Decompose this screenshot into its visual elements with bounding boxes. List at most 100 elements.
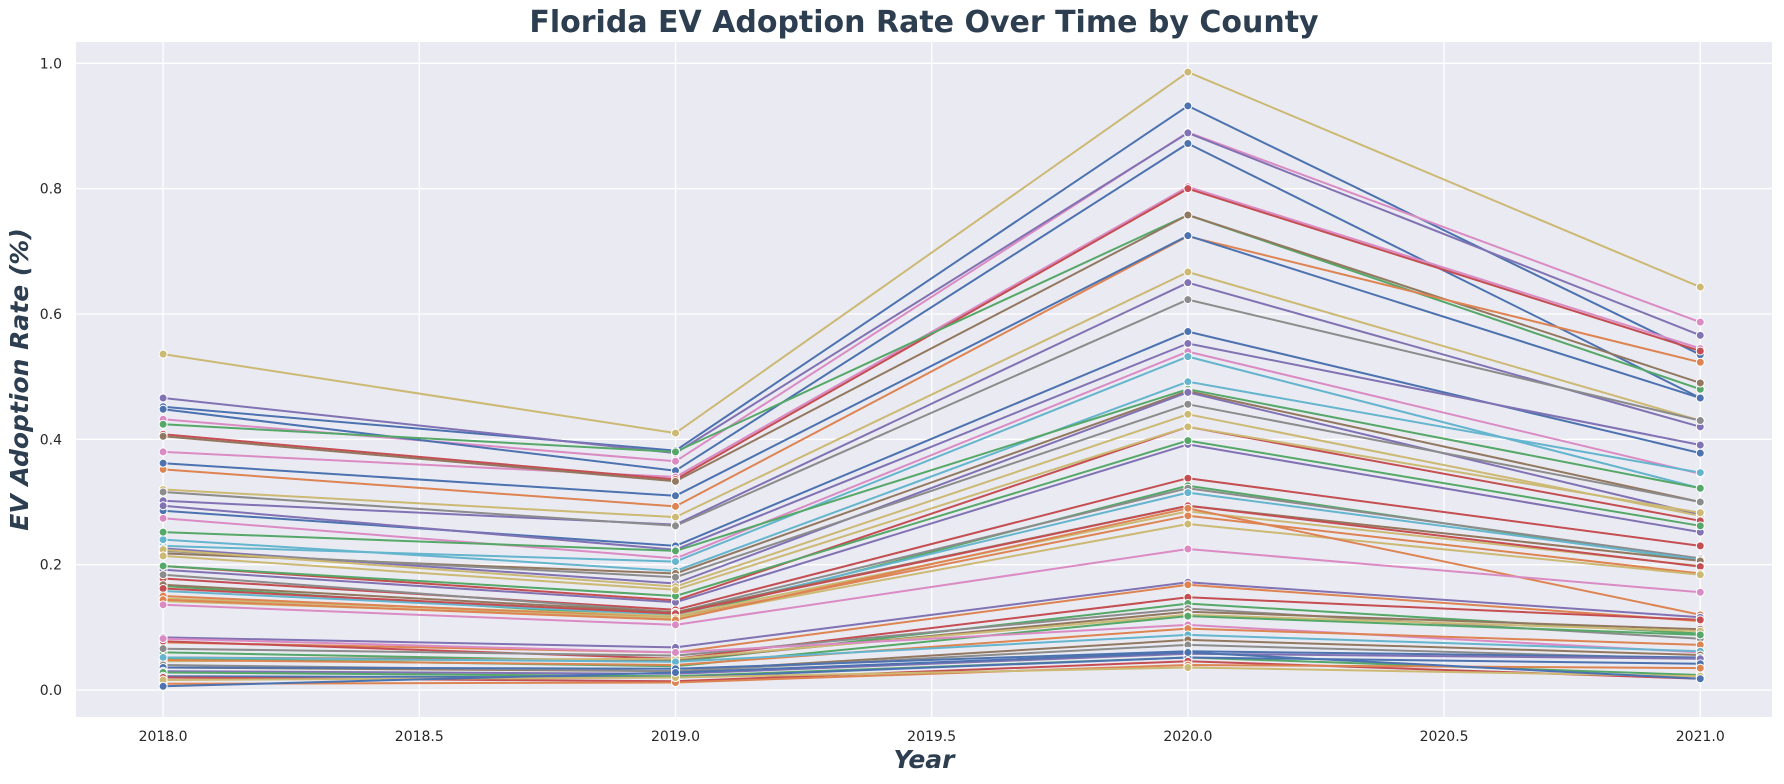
x-tick-label: 2020.0 <box>1163 729 1212 745</box>
data-point <box>670 668 680 678</box>
series-line <box>163 298 1701 527</box>
series-line <box>163 380 1701 572</box>
data-point <box>1183 327 1193 337</box>
data-point <box>158 501 168 511</box>
data-point <box>670 428 680 438</box>
data-point <box>1183 352 1193 362</box>
series-line <box>163 504 1701 615</box>
series-line <box>163 104 1701 452</box>
data-point <box>1183 101 1193 111</box>
series-line <box>163 596 1701 660</box>
data-point <box>670 647 680 657</box>
data-point <box>158 419 168 429</box>
data-point <box>1183 611 1193 621</box>
series-line <box>163 656 1701 679</box>
data-point <box>1183 503 1193 513</box>
data-point <box>1183 139 1193 149</box>
x-tick-label: 2018.5 <box>395 729 444 745</box>
data-point <box>1695 378 1705 388</box>
data-point <box>1695 357 1705 367</box>
series-line <box>163 425 1701 602</box>
x-tick-label: 2021.0 <box>1676 729 1725 745</box>
data-point <box>670 501 680 511</box>
data-point <box>1183 436 1193 446</box>
data-point <box>158 600 168 610</box>
data-point <box>1695 521 1705 531</box>
series-line <box>163 548 1701 626</box>
series-line <box>163 350 1701 560</box>
data-point <box>1695 317 1705 327</box>
series-line <box>163 638 1701 673</box>
data-point <box>670 546 680 556</box>
series-lines <box>162 71 1701 688</box>
series-line <box>163 652 1701 675</box>
data-point <box>1695 508 1705 518</box>
data-point <box>670 521 680 531</box>
series-line <box>163 425 1701 591</box>
data-point <box>1183 387 1193 397</box>
data-point <box>158 458 168 468</box>
y-tick-label: 0.8 <box>40 182 62 198</box>
series-line <box>163 403 1701 579</box>
series-line <box>163 487 1701 614</box>
x-tick-label: 2019.0 <box>651 729 700 745</box>
data-point <box>670 585 680 595</box>
data-point <box>1695 497 1705 507</box>
series-line <box>163 443 1701 604</box>
data-point <box>670 491 680 501</box>
data-point <box>158 652 168 662</box>
data-point <box>158 404 168 414</box>
series-line <box>163 581 1701 649</box>
data-point <box>1695 440 1705 450</box>
data-point <box>1695 330 1705 340</box>
data-point <box>158 551 168 561</box>
data-point <box>670 557 680 567</box>
data-point <box>1183 338 1193 348</box>
data-point <box>158 393 168 403</box>
y-axis-ticks: 0.0 0.2 0.4 0.6 0.8 1.0 <box>40 56 62 699</box>
series-line <box>163 627 1701 666</box>
data-point <box>158 431 168 441</box>
data-point <box>1183 580 1193 590</box>
data-point <box>158 349 168 359</box>
series-line <box>163 650 1701 670</box>
series-line <box>163 185 1701 478</box>
data-point <box>1695 615 1705 625</box>
data-points <box>158 67 1705 691</box>
series-line <box>163 514 1701 619</box>
series-line <box>163 271 1701 519</box>
data-point <box>1183 544 1193 554</box>
data-point <box>1695 416 1705 426</box>
data-point <box>158 561 168 571</box>
chart-title: Florida EV Adoption Rate Over Time by Co… <box>529 5 1319 40</box>
data-point <box>1695 541 1705 551</box>
data-point <box>1183 377 1193 387</box>
data-point <box>1183 231 1193 241</box>
series-line <box>162 131 1701 455</box>
series-line <box>163 633 1701 663</box>
data-point <box>158 535 168 545</box>
y-tick-label: 0.4 <box>40 432 62 448</box>
x-tick-label: 2020.5 <box>1420 729 1469 745</box>
x-axis-label: Year <box>893 745 956 774</box>
data-point <box>1183 278 1193 288</box>
series-line <box>163 235 1701 508</box>
y-tick-label: 0.6 <box>40 307 62 323</box>
y-axis-label: EV Adoption Rate (%) <box>5 228 34 531</box>
data-point <box>158 681 168 691</box>
series-line <box>163 281 1701 526</box>
series-line <box>163 214 1701 453</box>
data-point <box>670 476 680 486</box>
data-point <box>1695 674 1705 684</box>
y-tick-label: 0.2 <box>40 558 62 574</box>
data-point <box>1183 295 1193 305</box>
data-point <box>1183 128 1193 138</box>
data-point <box>158 644 168 654</box>
data-point <box>1695 587 1705 597</box>
data-point <box>1183 210 1193 220</box>
data-point <box>670 572 680 582</box>
x-tick-label: 2018.0 <box>139 729 188 745</box>
series-line <box>163 355 1701 563</box>
data-point <box>1183 184 1193 194</box>
